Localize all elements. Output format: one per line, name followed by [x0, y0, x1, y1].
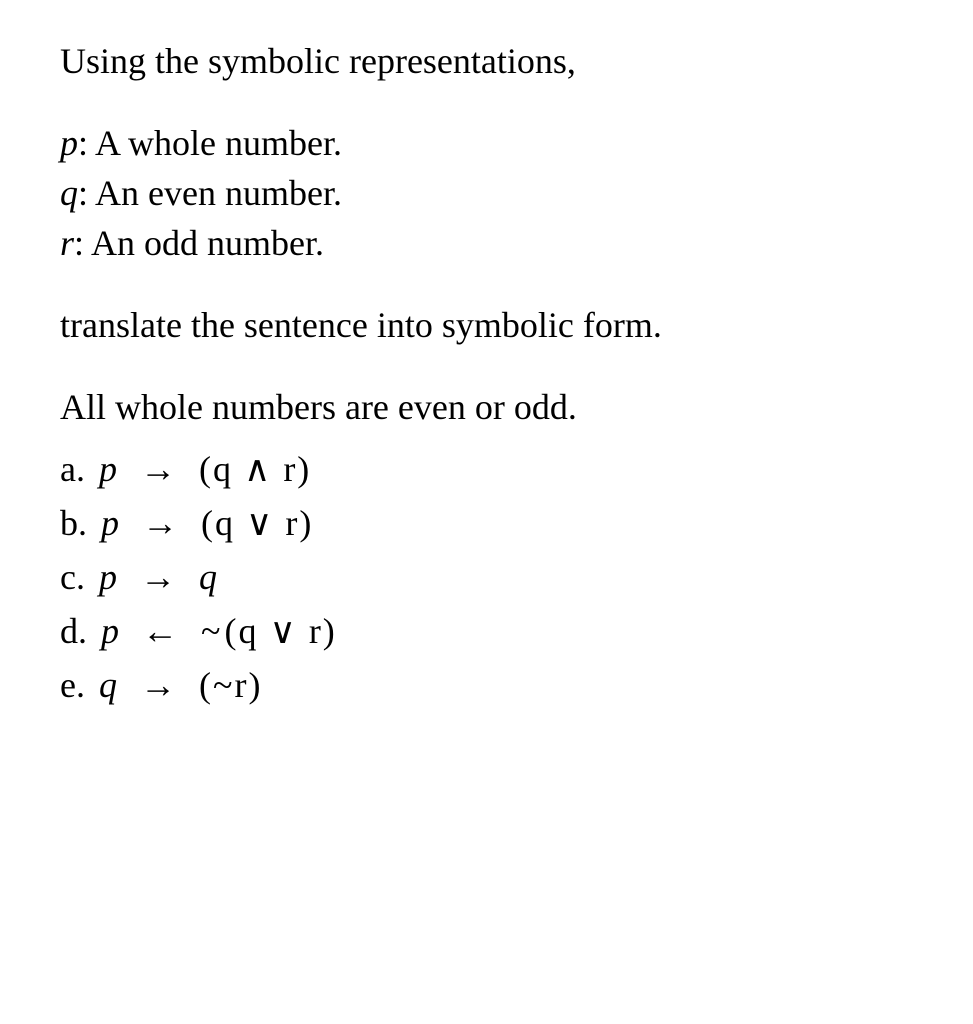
var-r: r	[60, 223, 74, 263]
option-e-expr: q → (~r)	[99, 664, 262, 706]
option-b: b. p → (q ∨ r)	[60, 502, 913, 544]
option-a-expr: p → (q ∧ r)	[99, 448, 311, 490]
option-e-label: e.	[60, 664, 85, 706]
option-a: a. p → (q ∧ r)	[60, 448, 913, 490]
option-d: d. p ← ~(q ∨ r)	[60, 610, 913, 652]
option-c-expr: p → q	[99, 556, 219, 598]
option-b-label: b.	[60, 502, 87, 544]
option-c-label: c.	[60, 556, 85, 598]
definitions-block: p: A whole number. q: An even number. r:…	[60, 122, 913, 264]
def-q-text: : An even number.	[78, 173, 342, 213]
option-d-expr: p ← ~(q ∨ r)	[101, 610, 337, 652]
def-r-text: : An odd number.	[74, 223, 324, 263]
var-p: p	[60, 123, 78, 163]
option-b-expr: p → (q ∨ r)	[101, 502, 313, 544]
option-a-label: a.	[60, 448, 85, 490]
var-q: q	[60, 173, 78, 213]
options-block: a. p → (q ∧ r) b. p → (q ∨ r) c. p → q d…	[60, 448, 913, 706]
instruction-text: translate the sentence into symbolic for…	[60, 304, 913, 346]
sentence-text: All whole numbers are even or odd.	[60, 386, 913, 428]
definition-r: r: An odd number.	[60, 222, 913, 264]
def-p-text: : A whole number.	[78, 123, 342, 163]
definition-p: p: A whole number.	[60, 122, 913, 164]
option-e: e. q → (~r)	[60, 664, 913, 706]
definition-q: q: An even number.	[60, 172, 913, 214]
option-d-label: d.	[60, 610, 87, 652]
option-c: c. p → q	[60, 556, 913, 598]
intro-text: Using the symbolic representations,	[60, 40, 913, 82]
